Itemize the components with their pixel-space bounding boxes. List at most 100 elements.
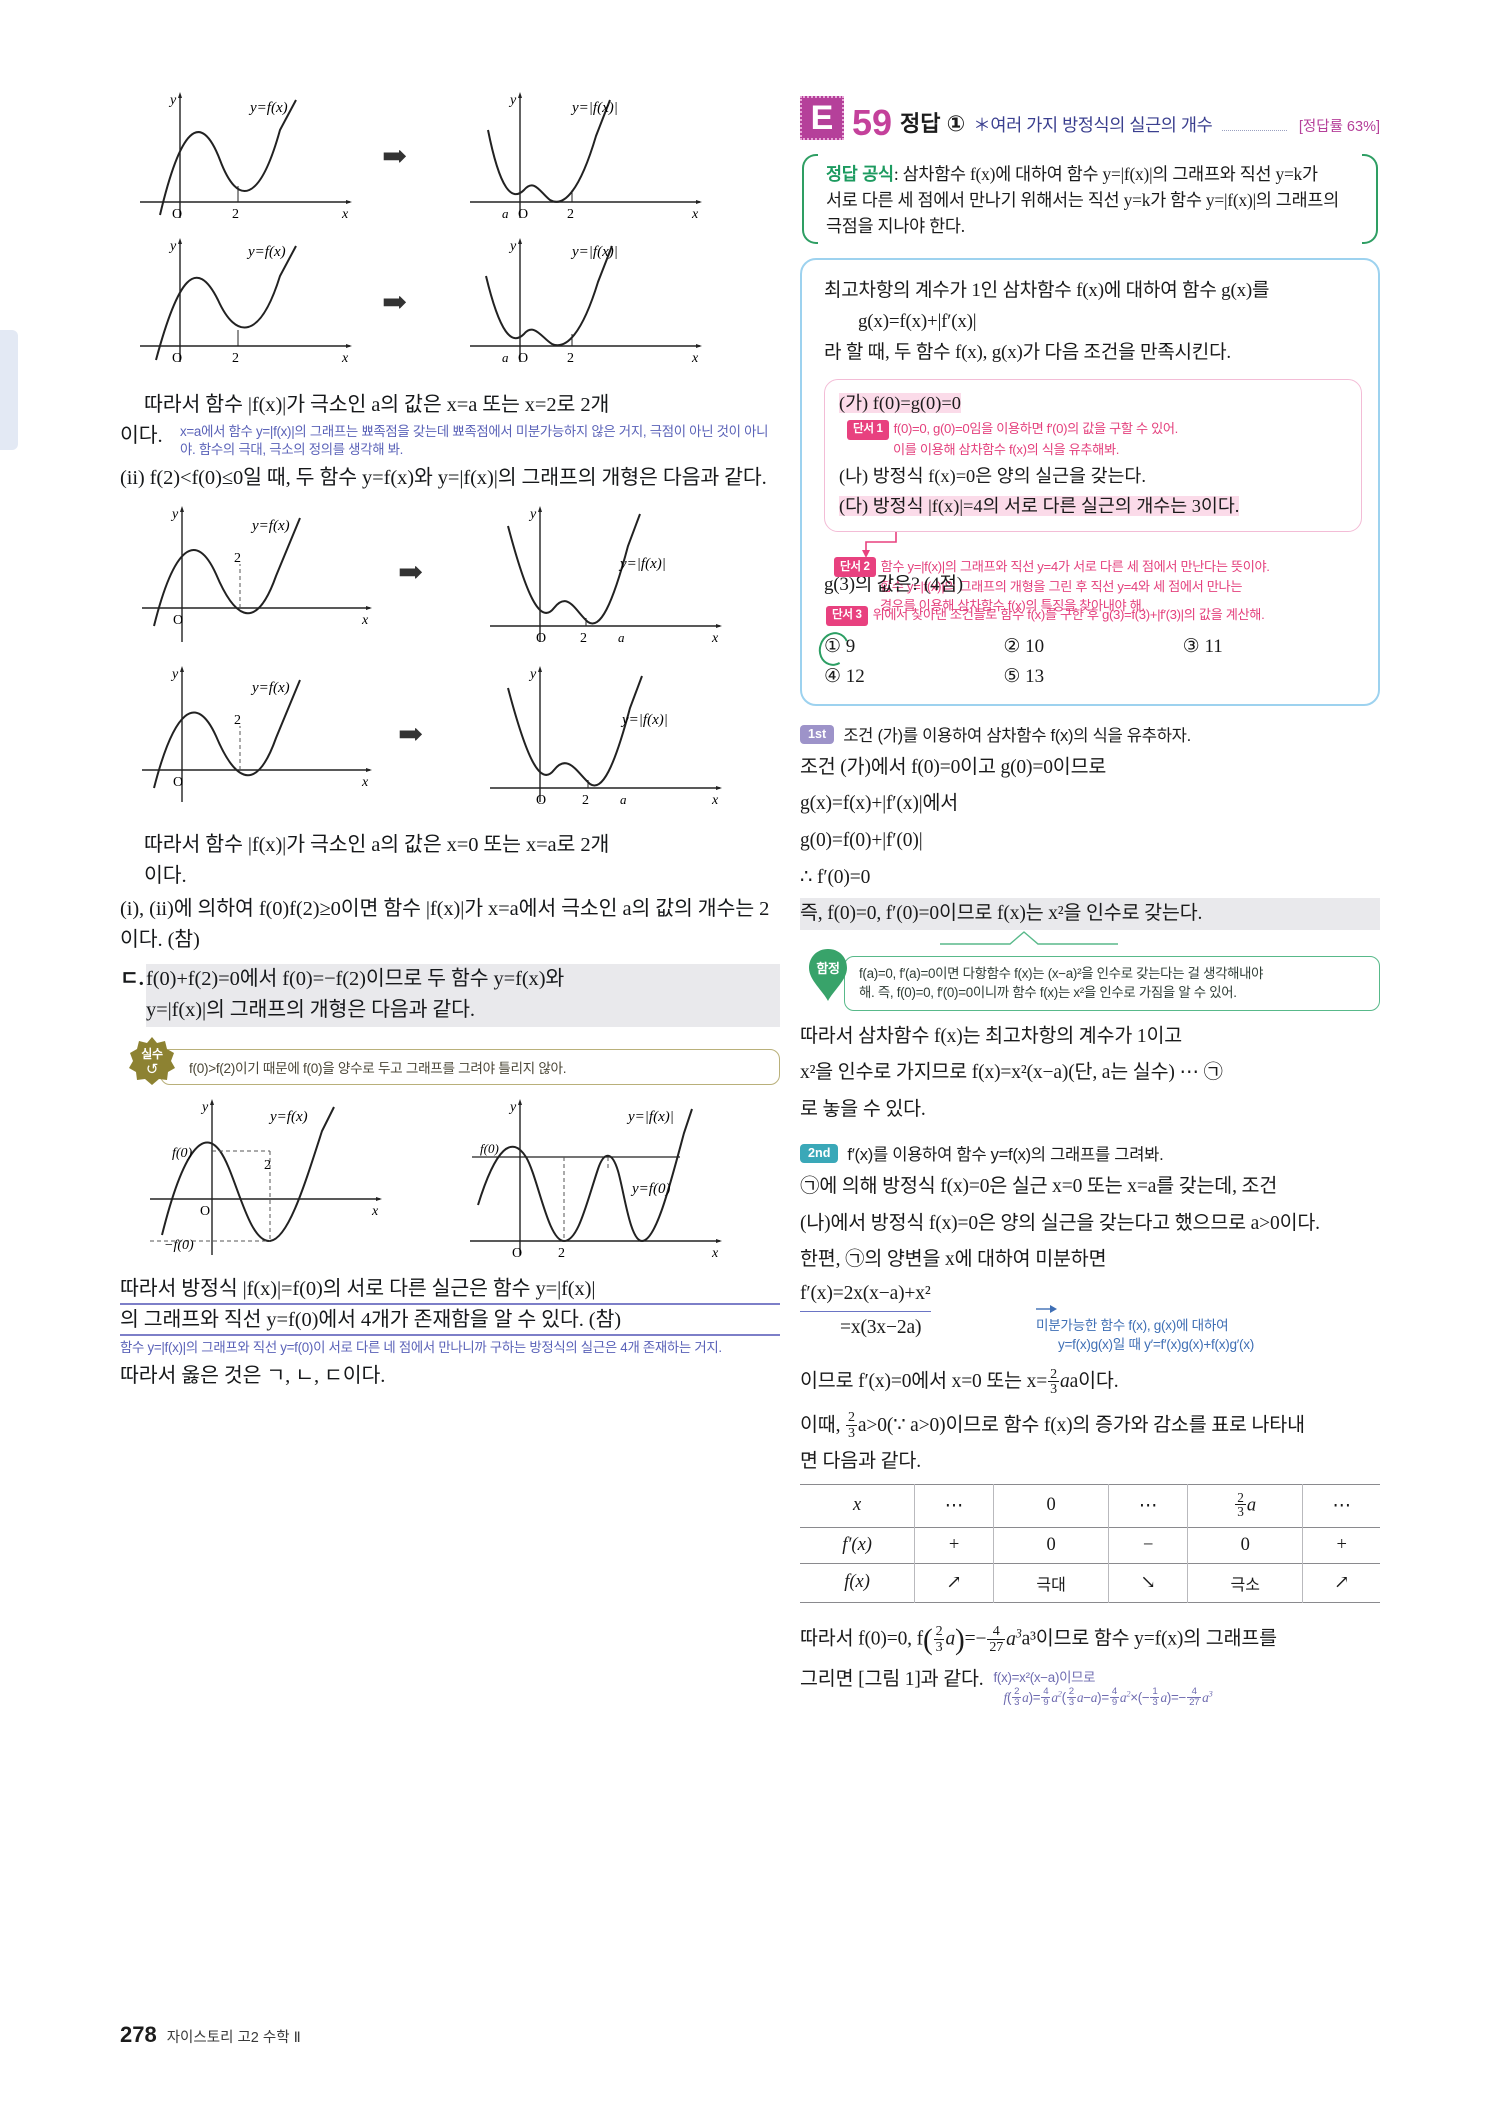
svg-text:O: O: [536, 793, 546, 808]
step-2-line-5: 이때, 2 3 a>0(∵ a>0)이므로 함수 f(x)의 증가와 감소를 표로 …: [800, 1410, 1380, 1442]
svg-text:2: 2: [264, 1158, 271, 1173]
svg-text:2: 2: [580, 631, 587, 646]
step-1-tag: 1st: [800, 724, 835, 744]
svg-text:O: O: [172, 351, 182, 366]
row-label-f: f(x): [800, 1563, 916, 1603]
svg-text:➡: ➡: [398, 718, 423, 751]
svg-text:y=f(x): y=f(x): [246, 244, 286, 260]
svg-text:y: y: [508, 1100, 517, 1115]
svg-text:a: a: [618, 630, 625, 645]
svg-text:2: 2: [582, 793, 589, 808]
fraction-denominator-b: 3: [848, 1424, 855, 1441]
step-1-line-1: 조건 (가)에서 f(0)=0이고 g(0)=0이므로: [800, 756, 1107, 778]
problem-badge-letter: E: [800, 96, 844, 140]
svg-text:O: O: [200, 1204, 210, 1219]
callout-trap-line-2: 해. 즉, f(0)=0, f′(0)=0이니까 함수 f(x)는 x²을 인수…: [859, 985, 1237, 1001]
svg-text:y=|f(x)|: y=|f(x)|: [618, 556, 666, 572]
solution-step-2: 2nd f′(x)를 이용하여 함수 y=f(x)의 그래프를 그려봐. ㉠에 의…: [800, 1141, 1380, 1478]
step-1-line-2: g(x)=f(x)+|f′(x)|에서: [800, 793, 959, 815]
svg-text:O: O: [536, 631, 546, 646]
svg-text:y: y: [170, 507, 179, 522]
choice-3-mark: ③: [1182, 635, 1200, 657]
concl-line-1: 따라서 방정식 |f(x)|=f(0)의 서로 다른 실근은 함수 y=|f(x…: [120, 1274, 780, 1305]
choices-row-2: ④ 12 ⑤ 13: [824, 665, 1362, 688]
closing-line-1: 따라서 f(0)=0, f(2 3 a)=− 4 27 a3a³이므로 함수 y=f(x)…: [800, 1623, 1277, 1656]
left-case-ii: (ii) f(2)<f(0)≤0일 때, 두 함수 y=f(x)와 y=|f(x…: [120, 466, 767, 489]
cell-f-4: 극소: [1187, 1563, 1304, 1603]
cell-f-3: ↘: [1108, 1563, 1189, 1603]
figure-pair-1b: O 2 y x y=f(x) ➡ a O 2 y x y=|f(x)|: [140, 238, 702, 366]
header-dot-leader: [1222, 130, 1287, 131]
mistake-badge-icon: 실수 ↺: [129, 1036, 175, 1085]
step-2-line-2: (나)에서 방정식 f(x)=0은 양의 실근을 갖는다고 했으므로 a>0이다…: [800, 1212, 1320, 1234]
condition-b: (나) 방정식 f(x)=0은 양의 실근을 갖는다.: [839, 466, 1146, 487]
choice-1[interactable]: ① 9: [824, 635, 1003, 658]
svg-text:2: 2: [232, 207, 239, 222]
step-1-line-6: 따라서 삼차함수 f(x)는 최고차항의 계수가 1이고: [800, 1025, 1183, 1047]
sidenote-blue-line-2: y=f(x)g(x)일 때 y′=f′(x)g(x)+f(x)g′(x): [1058, 1337, 1254, 1353]
figure-group-3: f(0) −f(0) O 2 y x y=f(x) f(0) O 2 y: [120, 1095, 780, 1270]
svg-text:2: 2: [232, 351, 239, 366]
svg-text:2: 2: [234, 713, 241, 728]
cell-x-1: ⋯: [914, 1484, 994, 1528]
svg-text:y=f(x): y=f(x): [250, 680, 290, 696]
choice-4[interactable]: ④ 12: [824, 665, 1003, 688]
cell-x-5: ⋯: [1302, 1484, 1380, 1528]
row-label-fprime: f′(x): [800, 1527, 916, 1564]
left-para-2b: 이다.: [144, 864, 187, 887]
figure-pair-3: f(0) −f(0) O 2 y x y=f(x) f(0) O 2 y: [150, 1098, 722, 1261]
step-2-line-4-post: a이다.: [1069, 1371, 1119, 1393]
svg-text:↺: ↺: [146, 1061, 158, 1078]
choice-1-mark: ①: [824, 635, 842, 657]
left-note-1: x=a에서 함수 y=|f(x)|의 그래프는 뾰족점을 갖는데 뾰족점에서 미…: [180, 424, 769, 457]
book-title: 자이스토리 고2 수학 Ⅱ: [166, 2030, 301, 2046]
svg-text:y=f(0): y=f(0): [630, 1181, 670, 1197]
clue-3-line-1: 위에서 찾아낸 조건들로 함수 f(x)를 구한 후 g(3)=f(3)+|f′…: [872, 607, 1265, 623]
formula-bracket-left: [802, 154, 818, 245]
step-1-line-7: x²을 인수로 가지므로 f(x)=x²(x−a)(단, a는 실수) ⋯ ㉠: [800, 1062, 1223, 1084]
figure-pair-2a: O 2 y x y=f(x) ➡ O 2 a y x y=|f(x)|: [142, 505, 722, 646]
closing-sidenote-1: f(x)=x²(x−a)이므로: [993, 1670, 1096, 1686]
svg-text:O: O: [172, 207, 182, 222]
concl-line-2: 의 그래프와 직선 y=f(0)에서 4개가 존재함을 알 수 있다. (참): [120, 1305, 780, 1336]
clue-3: 단서 3 위에서 찾아낸 조건들로 함수 f(x)를 구한 후 g(3)=f(3)…: [826, 605, 1362, 626]
closing-sidenote-2: f(2 3 a)= 4 9 a2(2 3 a−a)= 4 9 a2×(− 1 3 a)=− 4 27 a3: [1003, 1686, 1213, 1708]
svg-text:y=f(x): y=f(x): [250, 518, 290, 534]
svg-text:O: O: [173, 613, 183, 628]
choice-2[interactable]: ② 10: [1003, 635, 1182, 658]
svg-text:➡: ➡: [382, 286, 407, 319]
choice-2-mark: ②: [1003, 635, 1021, 657]
step-1-title: 조건 (가)를 이용하여 삼차함수 f(x)의 식을 유추하자.: [843, 725, 1191, 745]
condition-c: (다) 방정식 |f(x)|=4의 서로 다른 실근의 개수는 3이다.: [839, 493, 1349, 521]
choice-3[interactable]: ③ 11: [1183, 635, 1362, 658]
question-box: 최고차항의 계수가 1인 삼차함수 f(x)에 대하여 함수 g(x)를 g(x…: [800, 258, 1380, 706]
callout-trap: 함정 f(a)=0, f′(a)=0이면 다항함수 f(x)는 (x−a)²을 …: [809, 948, 1380, 1011]
cell-fp-3: −: [1108, 1527, 1189, 1564]
choice-5[interactable]: ⑤ 13: [1003, 665, 1182, 688]
choice-2-text: 10: [1025, 635, 1045, 657]
svg-text:y: y: [528, 507, 537, 522]
svg-text:y=f(x): y=f(x): [248, 100, 288, 116]
figure-pair-2b: O 2 y x y=f(x) ➡ O 2 a y x y=|f(x)|: [142, 665, 722, 808]
problem-number: 59: [852, 101, 893, 143]
svg-text:y=|f(x)|: y=|f(x)|: [570, 244, 618, 260]
svg-text:실수: 실수: [141, 1046, 163, 1061]
clue-1: 단서 1 f(0)=0, g(0)=0임을 이용하면 f′(0)의 값을 구할 수…: [847, 419, 1349, 459]
choice-1-text: 9: [845, 635, 856, 657]
svg-text:함정: 함정: [816, 961, 839, 976]
left-para-1: 따라서 함수 |f(x)|가 극소인 a의 값은 x=a 또는 x=2로 2개: [144, 394, 610, 416]
right-column: E 59 정답 ① ＊여러 가지 방정식의 실근의 개수 [정답률 63%] 정…: [800, 96, 1380, 1709]
correct-rate-badge: [정답률 63%]: [1298, 119, 1380, 135]
clue-2-tag: 단서 2: [834, 557, 876, 578]
condition-a-text: (가) f(0)=g(0)=0: [839, 392, 961, 413]
svg-text:x: x: [361, 775, 369, 790]
left-note-2: 함수 y=|f(x)|의 그래프와 직선 y=f(0)이 서로 다른 네 점에서…: [120, 1339, 722, 1355]
table-row-f: f(x) ↗ 극대 ↘ 극소 ↗: [800, 1563, 1380, 1603]
svg-text:➡: ➡: [382, 140, 407, 173]
cell-x-3: ⋯: [1108, 1484, 1189, 1528]
question-stem-equation: g(x)=f(x)+|f′(x)|: [858, 311, 977, 333]
formula-text-1: : 삼차함수 f(x)에 대하여 함수 y=|f(x)|의 그래프와 직선 y=…: [893, 164, 1318, 184]
